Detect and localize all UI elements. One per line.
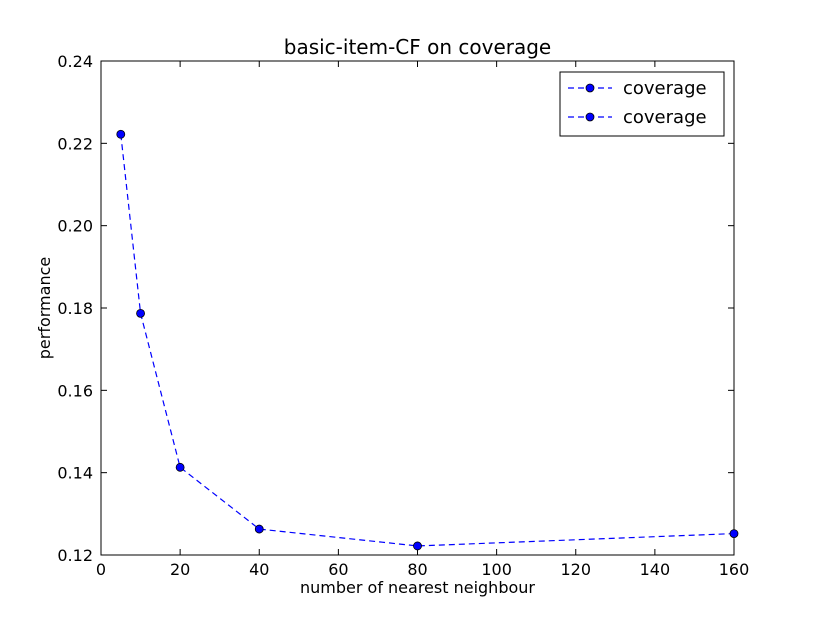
legend-label-2: coverage [623,107,707,128]
x-tick-label: 80 [407,560,427,579]
legend-marker-2 [585,112,595,122]
legend-label-1: coverage [623,78,707,99]
x-tick-label: 120 [560,560,591,579]
y-tick-label: 0.24 [57,52,93,71]
series-point [729,529,739,538]
x-axis-label: number of nearest neighbour [300,578,535,597]
series-point [136,308,145,318]
series-point [413,541,422,551]
x-tick-label: 40 [249,560,269,579]
y-axis-label: performance [35,257,54,359]
y-tick-label: 0.12 [57,546,93,565]
y-tick-label: 0.18 [57,299,93,318]
series-layer [116,129,739,551]
x-tick-label: 140 [640,560,671,579]
legend: coverage coverage [559,71,725,137]
chart-title: basic-item-CF on coverage [284,35,552,59]
x-tick-label: 20 [170,560,190,579]
series-line [120,134,735,547]
x-tick-label: 160 [719,560,750,579]
x-tick-label: 100 [481,560,512,579]
legend-box [559,71,725,137]
x-tick-label: 60 [328,560,348,579]
y-tick-label: 0.14 [57,464,93,483]
legend-marker-1 [585,83,595,93]
series-point [116,129,126,139]
plot-area [100,60,735,556]
x-tick-label: 0 [96,560,106,579]
y-tick-label: 0.22 [57,134,93,153]
y-tick-label: 0.20 [57,217,93,236]
series-point [254,524,264,534]
y-tick-label: 0.16 [57,381,93,400]
axis-layer: 0 20 40 60 80 100 120 140 160 0.12 0.14 0.16 0.18 0.2… [57,52,749,579]
series-point [175,462,185,472]
